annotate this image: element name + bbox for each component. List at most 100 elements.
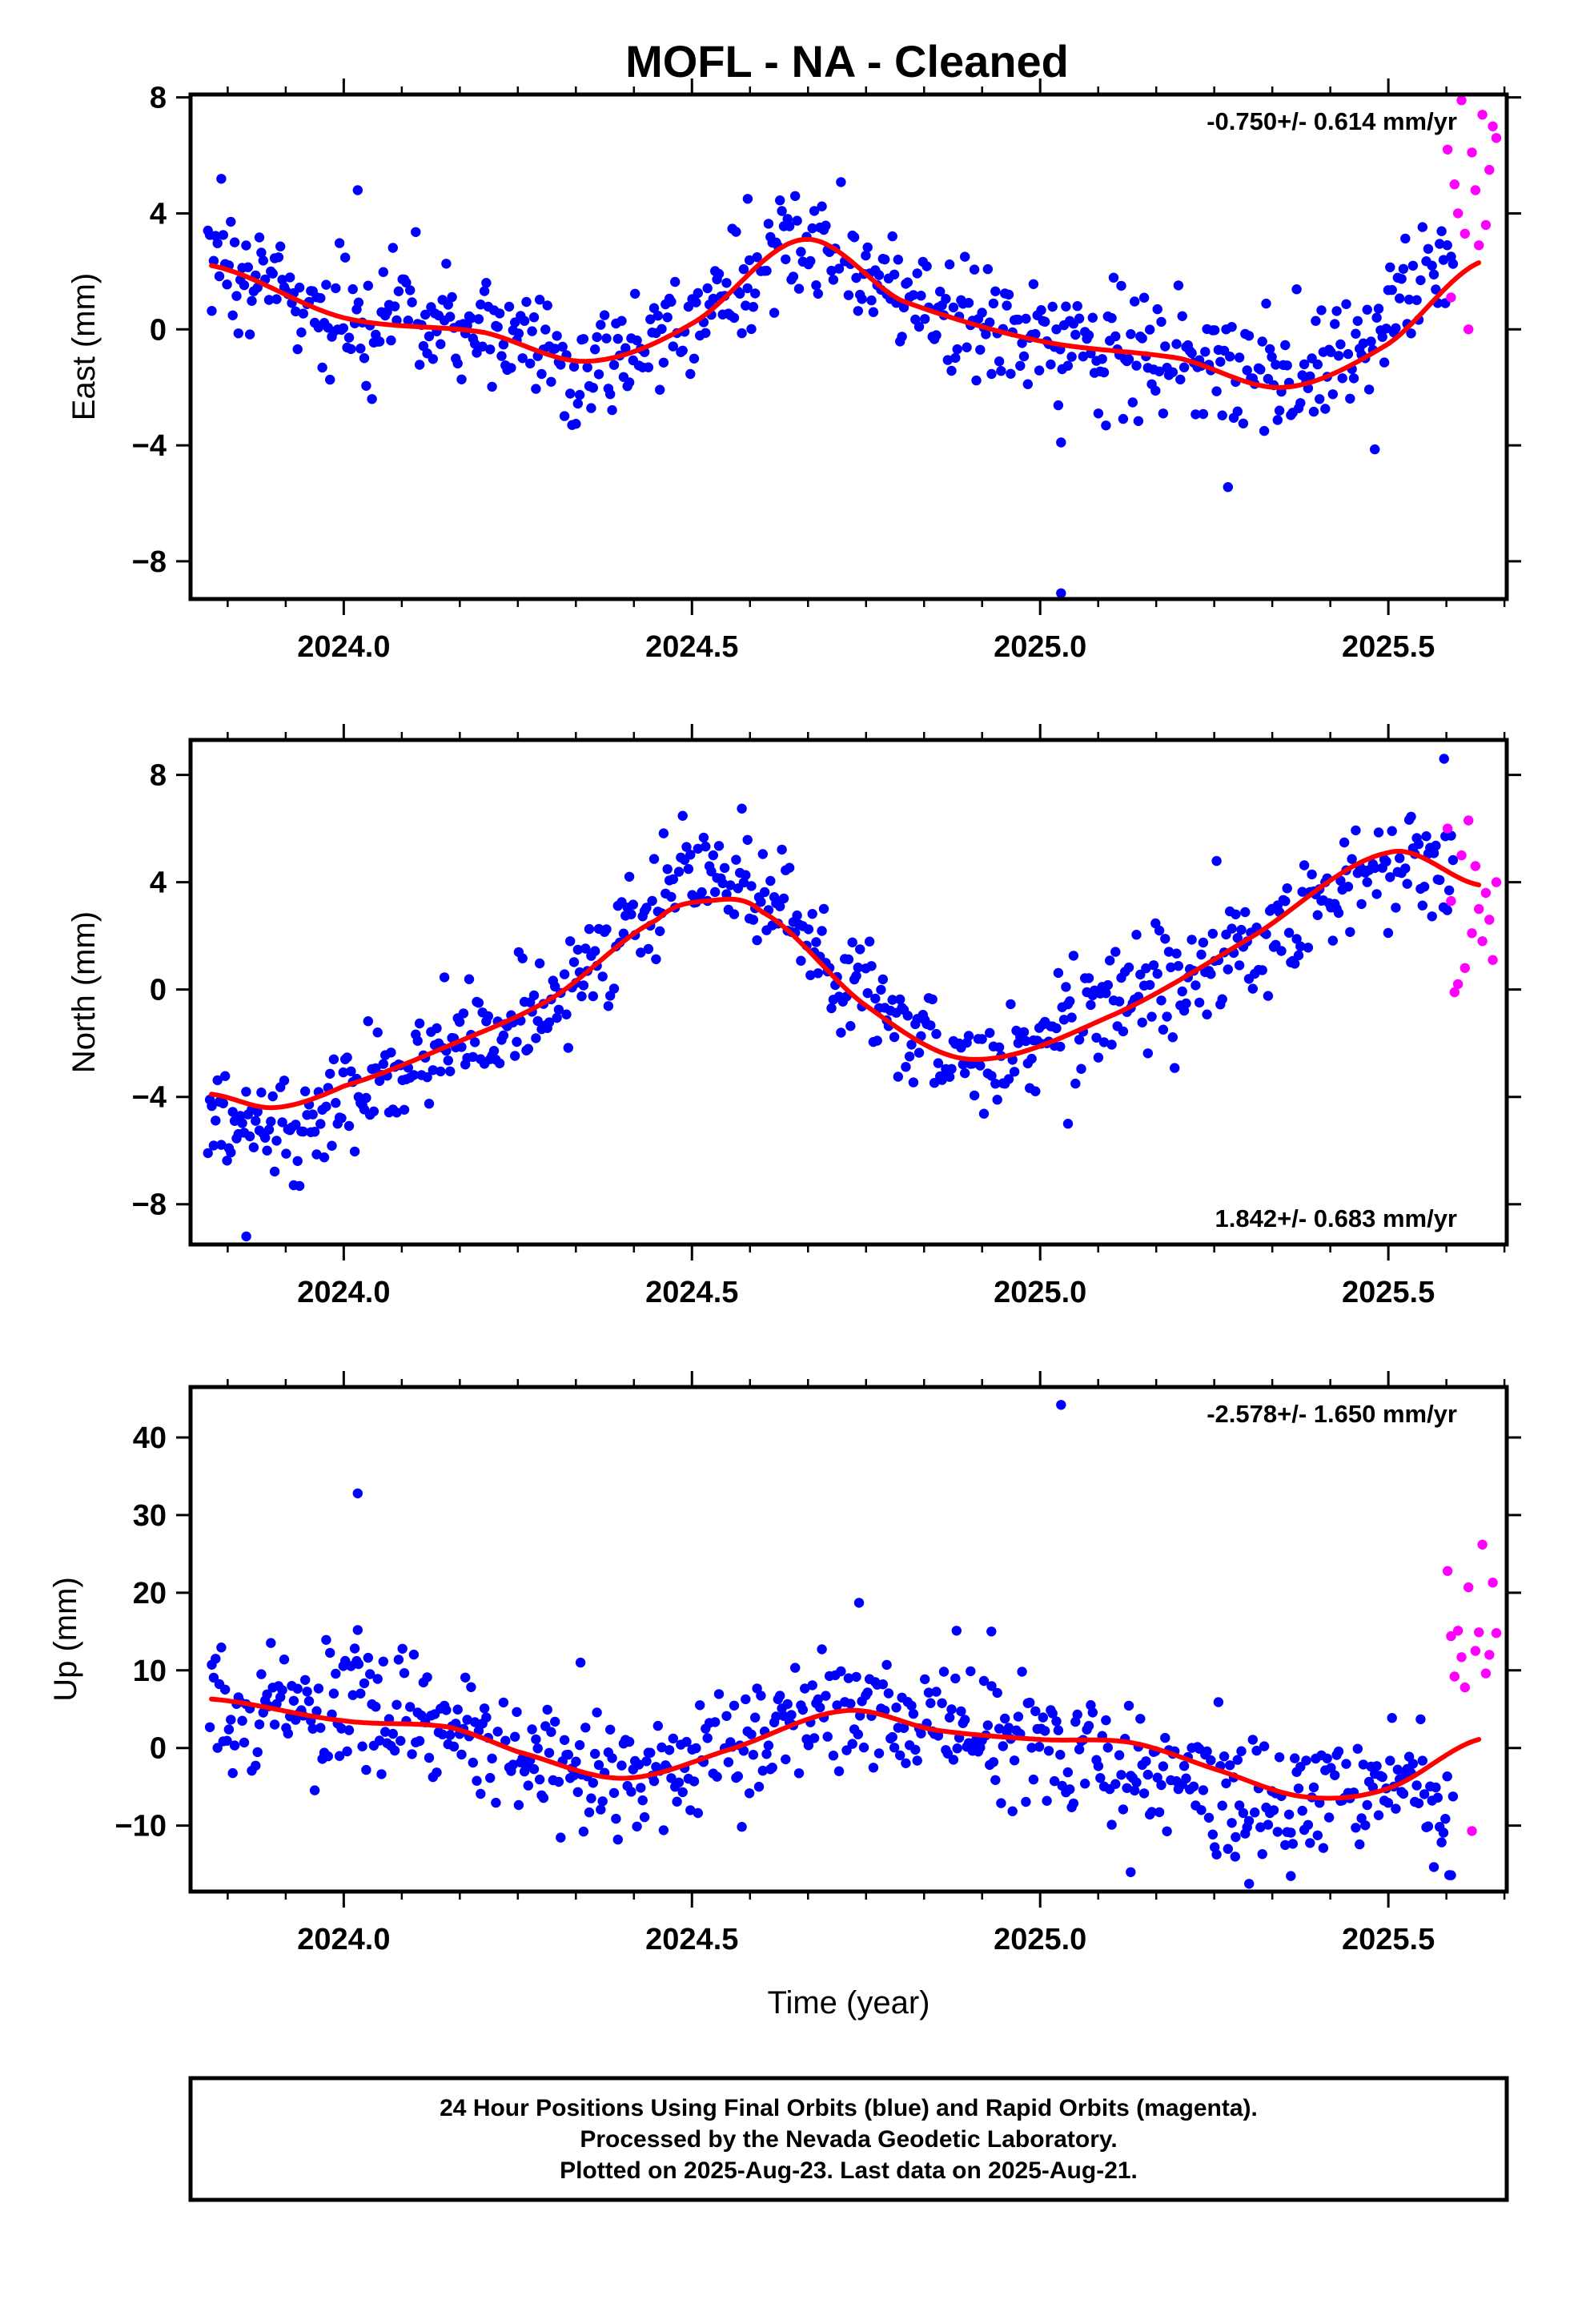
final-orbit-point xyxy=(1283,1809,1295,1819)
y-tick-label: 40 xyxy=(133,1421,167,1455)
final-orbit-point xyxy=(492,1727,503,1737)
final-orbit-point xyxy=(1122,1783,1132,1793)
final-orbit-point xyxy=(1186,348,1197,359)
final-orbit-point xyxy=(1118,1804,1129,1815)
final-orbit-point xyxy=(588,991,598,1002)
east-ticks: 2024.0 2024.5 2025.0 2025.5 −8 −4 0 4 8 xyxy=(132,78,1521,664)
rapid-orbit-point xyxy=(1474,903,1484,915)
final-orbit-point xyxy=(528,990,540,1001)
final-orbit-point xyxy=(1114,996,1125,1007)
final-orbit-point xyxy=(994,1723,1005,1734)
final-orbit-point xyxy=(263,1124,275,1135)
final-orbit-point xyxy=(580,943,591,954)
final-orbit-point xyxy=(950,352,961,364)
final-orbit-point xyxy=(1318,1843,1329,1853)
final-orbit-point xyxy=(1028,279,1039,289)
final-orbit-point xyxy=(1395,293,1405,304)
final-orbit-point xyxy=(376,1769,387,1779)
final-orbit-point xyxy=(937,1075,947,1085)
final-orbit-point xyxy=(721,278,732,288)
final-orbit-point xyxy=(291,306,301,317)
final-orbit-point xyxy=(1026,1053,1037,1064)
final-orbit-point xyxy=(488,1046,500,1056)
final-orbit-point xyxy=(608,1787,620,1799)
final-orbit-point xyxy=(693,287,703,299)
final-orbit-point xyxy=(1385,262,1395,272)
final-orbit-point xyxy=(1223,482,1234,493)
final-orbit-point xyxy=(1171,948,1182,959)
final-orbit-point xyxy=(1108,272,1119,283)
final-orbit-point xyxy=(1301,1755,1311,1766)
final-orbit-point xyxy=(681,1736,692,1747)
final-orbit-point xyxy=(218,230,228,240)
final-orbit-point xyxy=(1141,963,1151,974)
final-orbit-point xyxy=(468,1757,478,1768)
final-orbit-point xyxy=(847,937,857,948)
final-orbit-point xyxy=(803,924,814,935)
final-orbit-point xyxy=(1131,930,1142,940)
final-orbit-point xyxy=(572,398,583,409)
final-orbit-point xyxy=(855,944,865,955)
final-orbit-point xyxy=(408,1649,420,1660)
rapid-orbit-point xyxy=(1442,144,1453,155)
final-orbit-point xyxy=(809,206,820,216)
final-orbit-point xyxy=(1030,1706,1041,1716)
final-orbit-point xyxy=(1116,1770,1126,1780)
final-orbit-point xyxy=(325,1647,335,1659)
final-orbit-point xyxy=(578,334,589,344)
final-orbit-point xyxy=(470,1037,480,1047)
final-orbit-point xyxy=(271,294,282,304)
final-orbit-point xyxy=(713,841,725,851)
final-orbit-point xyxy=(1200,347,1211,357)
final-orbit-point xyxy=(445,1066,456,1077)
final-orbit-point xyxy=(1358,1759,1369,1770)
final-orbit-point xyxy=(1061,301,1071,312)
final-orbit-point xyxy=(307,1109,318,1120)
final-orbit-point xyxy=(593,369,604,380)
final-orbit-point xyxy=(691,1743,701,1754)
final-orbit-point xyxy=(251,1116,261,1126)
final-orbit-point xyxy=(212,1743,223,1753)
final-orbit-point xyxy=(458,1008,469,1019)
final-orbit-point xyxy=(1080,1779,1090,1789)
final-orbit-point xyxy=(1322,1753,1332,1763)
final-orbit-point xyxy=(647,895,657,907)
final-orbit-point xyxy=(620,343,631,353)
final-orbit-point xyxy=(652,311,663,321)
rapid-orbit-point xyxy=(1460,1682,1471,1693)
rapid-orbit-point xyxy=(1474,1627,1484,1638)
final-orbit-point xyxy=(626,1787,636,1797)
final-orbit-point xyxy=(601,333,612,344)
rapid-orbit-point xyxy=(1474,240,1484,251)
final-orbit-point xyxy=(969,264,980,275)
final-orbit-point xyxy=(207,1100,217,1112)
final-orbit-point xyxy=(777,844,787,855)
final-orbit-point xyxy=(1299,359,1310,370)
final-orbit-point xyxy=(1236,924,1247,935)
final-orbit-point xyxy=(347,1690,358,1700)
final-orbit-point xyxy=(1341,1759,1351,1769)
x-tick-label: 2025.5 xyxy=(1342,1276,1435,1309)
final-orbit-point xyxy=(693,1807,703,1819)
final-orbit-point xyxy=(895,1750,905,1761)
final-orbit-point xyxy=(1276,946,1287,956)
final-orbit-point xyxy=(1330,1770,1340,1780)
final-orbit-point xyxy=(346,1066,356,1077)
final-orbit-point xyxy=(708,293,718,304)
final-orbit-point xyxy=(1259,425,1270,436)
final-orbit-point xyxy=(735,288,745,299)
final-orbit-point xyxy=(441,1705,452,1715)
final-orbit-point xyxy=(1154,366,1165,376)
final-orbit-point xyxy=(414,1735,425,1747)
final-orbit-point xyxy=(1170,1063,1180,1073)
final-orbit-point xyxy=(353,297,364,308)
final-orbit-point xyxy=(1126,1867,1136,1877)
final-orbit-point xyxy=(1335,875,1346,887)
final-orbit-point xyxy=(1053,1725,1064,1735)
final-orbit-point xyxy=(355,344,366,354)
final-orbit-point xyxy=(1323,1812,1335,1823)
final-orbit-point xyxy=(428,1065,438,1076)
final-orbit-point xyxy=(912,268,922,279)
final-orbit-point xyxy=(311,1706,322,1716)
final-orbit-point xyxy=(1106,313,1117,324)
